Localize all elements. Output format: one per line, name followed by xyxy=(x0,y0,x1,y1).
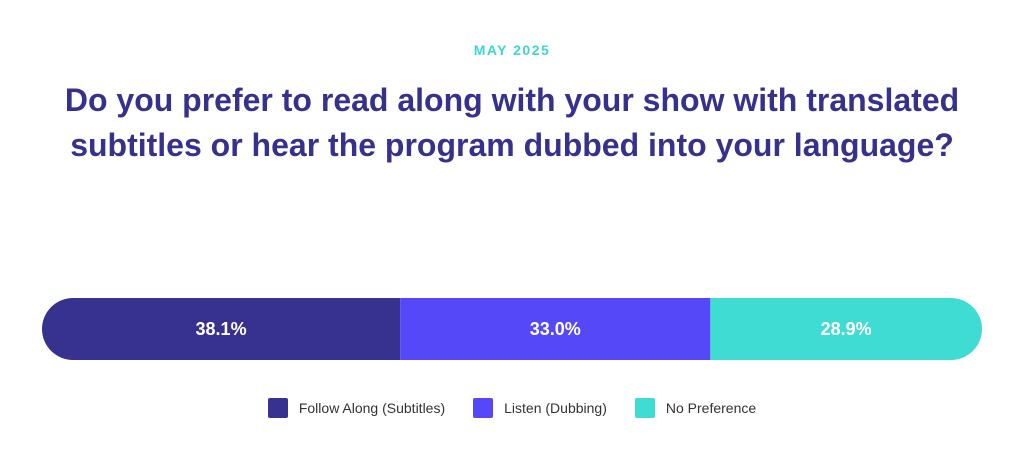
bar-segment xyxy=(400,298,711,360)
chart-title: Do you prefer to read along with your sh… xyxy=(64,82,960,163)
legend-swatch xyxy=(473,398,494,418)
subtitle: MAY 2025 xyxy=(473,42,551,58)
legend-label: No Preference xyxy=(665,400,757,416)
legend-swatch xyxy=(634,398,655,418)
legend-label: Listen (Dubbing) xyxy=(504,400,607,416)
value-label: 33.0% xyxy=(530,319,581,339)
legend-item: Listen (Dubbing) xyxy=(473,398,607,418)
legend-item: Follow Along (Subtitles) xyxy=(267,398,446,418)
bar-segment xyxy=(710,298,982,360)
bar-segment xyxy=(42,298,401,360)
legend-swatch xyxy=(267,398,288,418)
value-label: 38.1% xyxy=(196,319,247,339)
bar-group xyxy=(42,298,982,360)
value-label: 28.9% xyxy=(821,319,872,339)
legend-item: No Preference xyxy=(634,398,757,418)
legend: Follow Along (Subtitles) Listen (Dubbing)… xyxy=(0,398,1024,418)
legend-label: Follow Along (Subtitles) xyxy=(298,400,446,416)
